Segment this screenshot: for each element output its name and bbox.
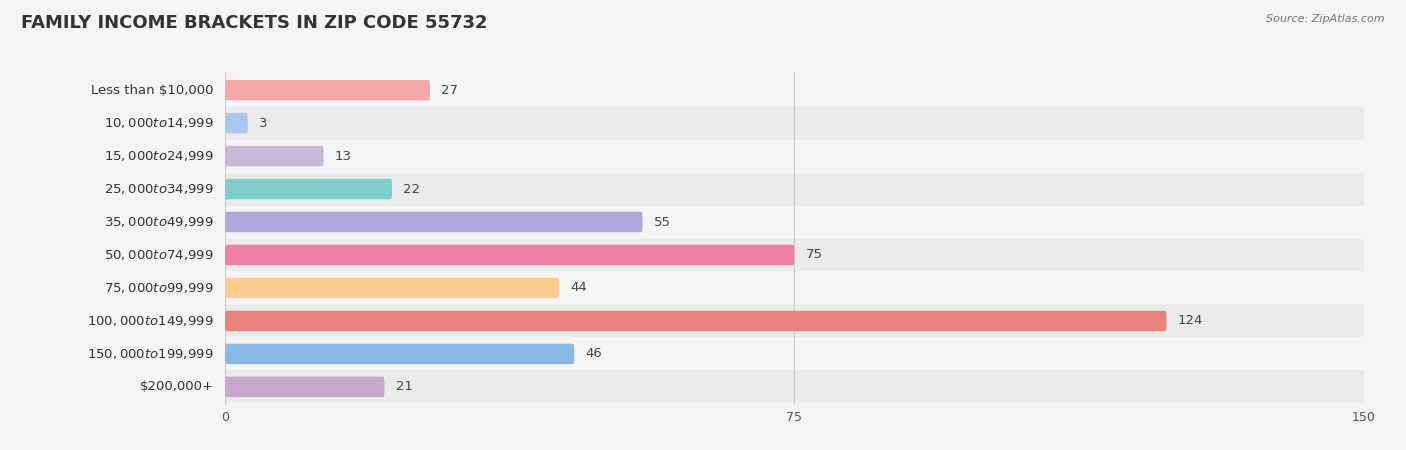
Text: $100,000 to $149,999: $100,000 to $149,999 bbox=[87, 314, 214, 328]
Text: FAMILY INCOME BRACKETS IN ZIP CODE 55732: FAMILY INCOME BRACKETS IN ZIP CODE 55732 bbox=[21, 14, 488, 32]
Text: 21: 21 bbox=[396, 380, 413, 393]
Text: 55: 55 bbox=[654, 216, 671, 229]
Text: $50,000 to $74,999: $50,000 to $74,999 bbox=[104, 248, 214, 262]
FancyBboxPatch shape bbox=[225, 80, 430, 100]
Text: Less than $10,000: Less than $10,000 bbox=[91, 84, 214, 97]
Text: 22: 22 bbox=[404, 183, 420, 196]
Text: 46: 46 bbox=[585, 347, 602, 360]
Bar bbox=[0, 370, 1364, 403]
Text: $75,000 to $99,999: $75,000 to $99,999 bbox=[104, 281, 214, 295]
FancyBboxPatch shape bbox=[225, 377, 384, 397]
FancyBboxPatch shape bbox=[225, 245, 794, 265]
Text: 124: 124 bbox=[1178, 315, 1204, 328]
FancyBboxPatch shape bbox=[225, 113, 247, 133]
Bar bbox=[0, 172, 1364, 206]
FancyBboxPatch shape bbox=[225, 278, 560, 298]
Text: 13: 13 bbox=[335, 149, 352, 162]
FancyBboxPatch shape bbox=[225, 310, 1167, 331]
Text: 3: 3 bbox=[259, 117, 267, 130]
Bar bbox=[0, 74, 1364, 107]
Text: $10,000 to $14,999: $10,000 to $14,999 bbox=[104, 116, 214, 130]
Text: $200,000+: $200,000+ bbox=[139, 380, 214, 393]
FancyBboxPatch shape bbox=[225, 146, 323, 166]
Bar bbox=[0, 271, 1364, 305]
Bar bbox=[0, 238, 1364, 271]
Text: 27: 27 bbox=[441, 84, 458, 97]
Text: $150,000 to $199,999: $150,000 to $199,999 bbox=[87, 347, 214, 361]
Bar bbox=[0, 305, 1364, 338]
FancyBboxPatch shape bbox=[225, 344, 574, 364]
Bar bbox=[0, 107, 1364, 140]
Text: 44: 44 bbox=[571, 281, 588, 294]
Bar bbox=[0, 140, 1364, 172]
Bar bbox=[0, 206, 1364, 238]
Text: Source: ZipAtlas.com: Source: ZipAtlas.com bbox=[1267, 14, 1385, 23]
Text: 75: 75 bbox=[806, 248, 823, 261]
Text: $35,000 to $49,999: $35,000 to $49,999 bbox=[104, 215, 214, 229]
Text: $25,000 to $34,999: $25,000 to $34,999 bbox=[104, 182, 214, 196]
Text: $15,000 to $24,999: $15,000 to $24,999 bbox=[104, 149, 214, 163]
Bar bbox=[0, 338, 1364, 370]
FancyBboxPatch shape bbox=[225, 179, 392, 199]
FancyBboxPatch shape bbox=[225, 212, 643, 232]
